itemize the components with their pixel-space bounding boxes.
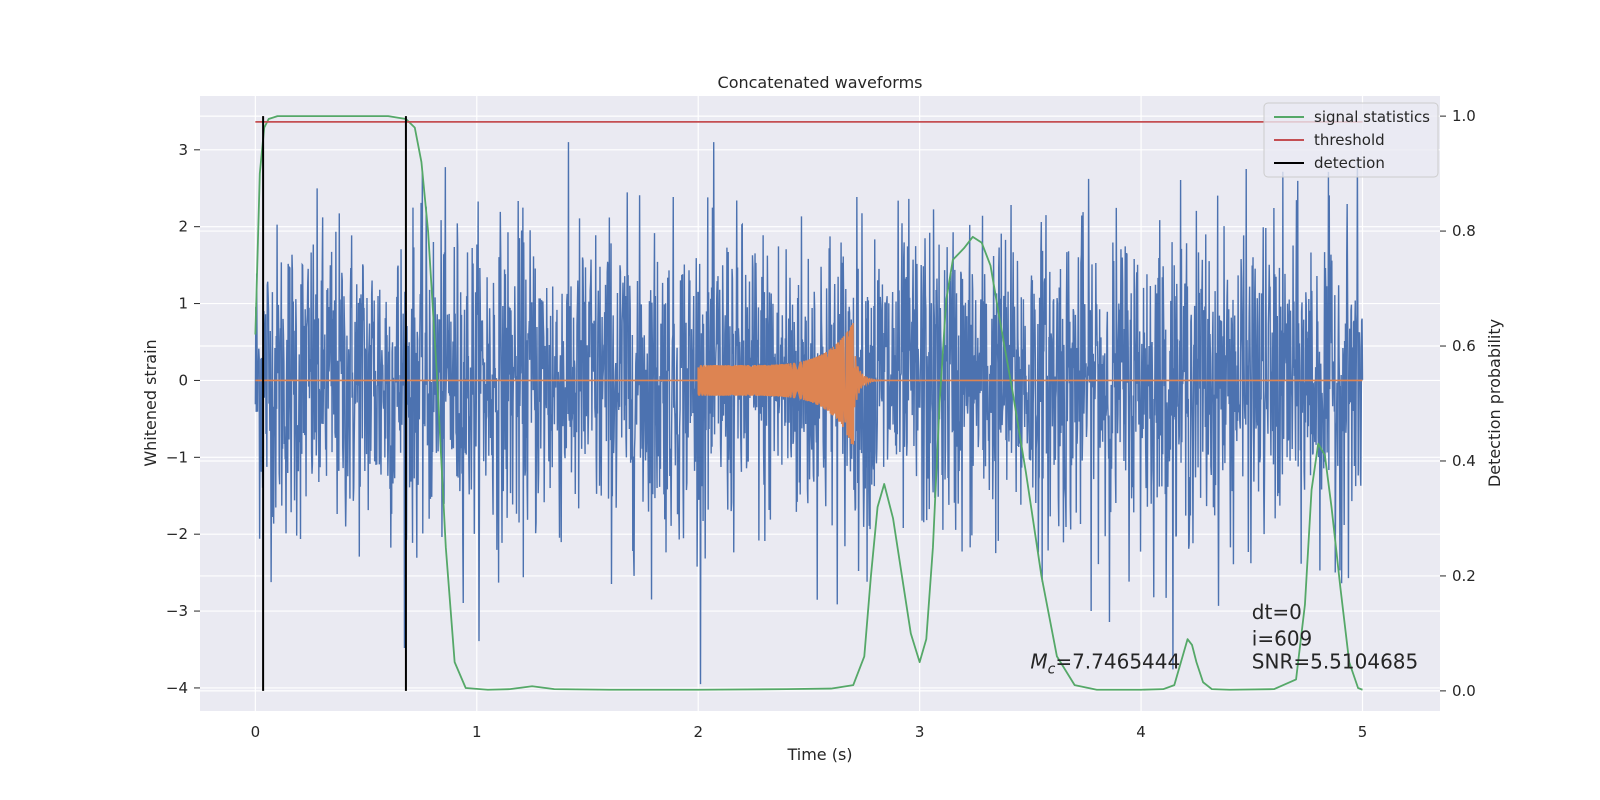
series-layer	[254, 115, 1363, 691]
y2-tick-label: 1.0	[1452, 107, 1476, 125]
chart-title: Concatenated waveforms	[718, 73, 923, 92]
x-axis-label: Time (s)	[786, 745, 852, 764]
y2-axis-label: Detection probability	[1485, 319, 1504, 487]
legend-box	[1263, 102, 1439, 178]
y2-tick-label: 0.0	[1452, 682, 1476, 700]
y2-tick-label: 0.8	[1452, 222, 1476, 240]
legend-label: signal statistics	[1314, 108, 1430, 126]
annotation-subscript: c	[1048, 662, 1056, 678]
y2-tick-label: 0.4	[1452, 452, 1476, 470]
y-tick-label: 0	[178, 371, 188, 389]
y-tick-label: −3	[166, 602, 188, 620]
annotation-symbol: M	[1030, 650, 1047, 674]
annotation-text: dt=0	[1252, 600, 1302, 624]
y-tick-label: −2	[166, 525, 188, 543]
annotation-text: i=609	[1252, 627, 1313, 651]
legend: signal statistics threshold detection	[1263, 102, 1439, 178]
ticks-layer: 0 1 2 3 4 5 −4 −3 −2 −1 0 1 2 3 0.0 0.2 0.4 0.6 0.8 1.0	[166, 107, 1476, 741]
x-tick-label: 5	[1358, 723, 1368, 741]
y-tick-label: 3	[178, 141, 188, 159]
annotation-text: SNR=5.5104685	[1252, 650, 1418, 674]
y-tick-label: −4	[166, 679, 188, 697]
x-tick-label: 4	[1136, 723, 1146, 741]
signal-statistics-line	[254, 115, 1363, 691]
template-series	[255, 323, 1363, 445]
y-tick-label: 2	[178, 218, 188, 236]
annotation-value: =7.7465444	[1055, 650, 1180, 674]
y2-tick-label: 0.6	[1452, 337, 1476, 355]
annotation-text: Mc=7.7465444	[1030, 650, 1180, 678]
legend-label: threshold	[1314, 131, 1385, 149]
y2-tick-label: 0.2	[1452, 567, 1476, 585]
y-tick-label: 1	[178, 295, 188, 313]
x-tick-label: 3	[915, 723, 925, 741]
y-axis-label: Whitened strain	[141, 339, 160, 466]
x-tick-label: 0	[251, 723, 261, 741]
legend-label: detection	[1314, 154, 1385, 172]
x-tick-label: 1	[472, 723, 482, 741]
x-tick-label: 2	[693, 723, 703, 741]
template-line	[255, 323, 1363, 445]
y-tick-label: −1	[166, 448, 188, 466]
